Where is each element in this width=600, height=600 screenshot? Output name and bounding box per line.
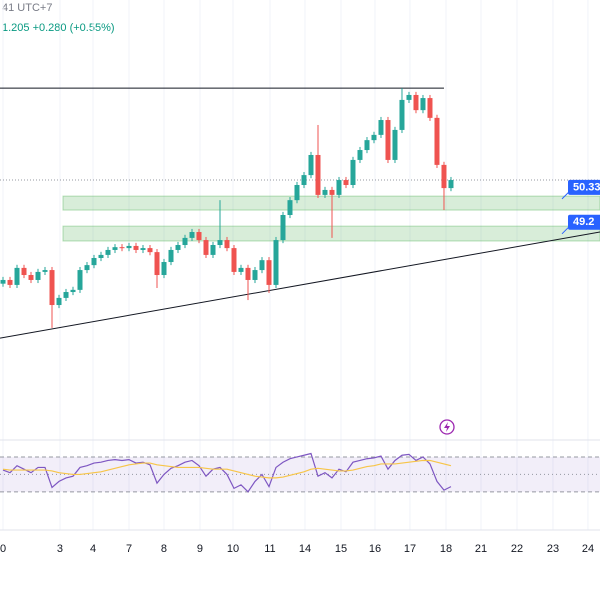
candle-body [175, 245, 181, 250]
rsi-line [2, 452, 452, 493]
candle-body [105, 249, 111, 255]
candle-body [56, 297, 62, 306]
x-tick-label: 23 [547, 543, 559, 555]
candle-body [91, 258, 97, 266]
candle-body [308, 154, 314, 176]
candle-body [203, 240, 209, 255]
x-tick-label: 22 [511, 543, 523, 555]
x-tick-label: 24 [582, 543, 594, 555]
candle-body [49, 270, 55, 306]
x-tick-label: 15 [335, 543, 347, 555]
candle-body [112, 247, 118, 250]
candle-body [126, 245, 132, 249]
candle-body [357, 150, 363, 160]
candle-body [0, 279, 6, 284]
candle-body [217, 240, 223, 246]
candle-body [133, 245, 139, 250]
candle-body [294, 184, 300, 201]
candle-body [21, 267, 27, 276]
x-tick-label: 11 [264, 543, 275, 555]
rsi-line [2, 459, 452, 479]
candle-body [273, 240, 279, 285]
candle-body [245, 267, 251, 280]
candle-body [343, 180, 349, 185]
x-tick-label: 17 [404, 543, 416, 555]
annotation-box [568, 214, 600, 230]
candle-body [336, 180, 342, 195]
header-time: 41 UTC+7 [2, 2, 52, 14]
candle-body [182, 237, 188, 246]
candle-body [28, 275, 34, 280]
x-tick-label: 0 [0, 543, 6, 555]
candle-body [63, 292, 69, 298]
candle-body [329, 189, 335, 195]
x-tick-label: 3 [57, 543, 63, 555]
x-tick-label: 10 [227, 543, 239, 555]
candle-body [119, 247, 125, 249]
candle-body [378, 120, 384, 135]
trend-line [0, 231, 600, 339]
candle-body [315, 154, 321, 195]
candle-body [147, 248, 153, 253]
candle-body [385, 120, 391, 160]
candle-body [280, 215, 286, 241]
x-tick-label: 16 [369, 543, 381, 555]
x-tick-label: 9 [197, 543, 203, 555]
candle-body [154, 252, 160, 276]
candle-body [42, 270, 48, 272]
candle-body [350, 159, 356, 185]
candle-body [371, 134, 377, 141]
candle-body [259, 260, 265, 271]
candle-body [7, 279, 13, 285]
candle-body [231, 248, 237, 272]
x-tick-label: 7 [126, 543, 132, 555]
x-tick-label: 18 [440, 543, 452, 555]
candle-body [98, 254, 104, 258]
candle-body [406, 94, 412, 100]
x-tick-label: 14 [299, 543, 311, 555]
candle-body [224, 240, 230, 249]
candle-body [392, 129, 398, 160]
header-quote: 1.205 +0.280 (+0.55%) [2, 22, 115, 34]
candle-body [140, 248, 146, 250]
candle-body [238, 267, 244, 272]
candle-body [420, 98, 426, 111]
candle-body [210, 245, 216, 255]
candle-body [427, 98, 433, 118]
candle-body [168, 249, 174, 263]
candle-body [266, 260, 272, 285]
candle-body [189, 232, 195, 238]
candle-body [252, 270, 258, 280]
candle-body [161, 262, 167, 276]
candle-body [77, 270, 83, 290]
candle-body [364, 140, 370, 151]
x-tick-label: 8 [161, 543, 167, 555]
candle-body [434, 117, 440, 165]
annotation-label: 49.2 [573, 216, 594, 228]
candle-body [196, 232, 202, 241]
candle-body [35, 271, 41, 280]
x-tick-label: 4 [90, 543, 96, 555]
candle-body [448, 180, 454, 189]
candle-body [14, 267, 20, 285]
candle-body [441, 164, 447, 189]
annotation-box [568, 179, 600, 195]
alert-icon[interactable] [439, 419, 455, 435]
candle-body [84, 265, 90, 271]
candle-body [70, 289, 76, 293]
annotation-label: 50.33 [573, 181, 600, 193]
candle-body [413, 94, 419, 111]
candle-body [287, 200, 293, 215]
candle-body [399, 99, 405, 130]
candle-body [301, 175, 307, 185]
x-tick-label: 21 [475, 543, 487, 555]
candle-body [322, 189, 328, 195]
